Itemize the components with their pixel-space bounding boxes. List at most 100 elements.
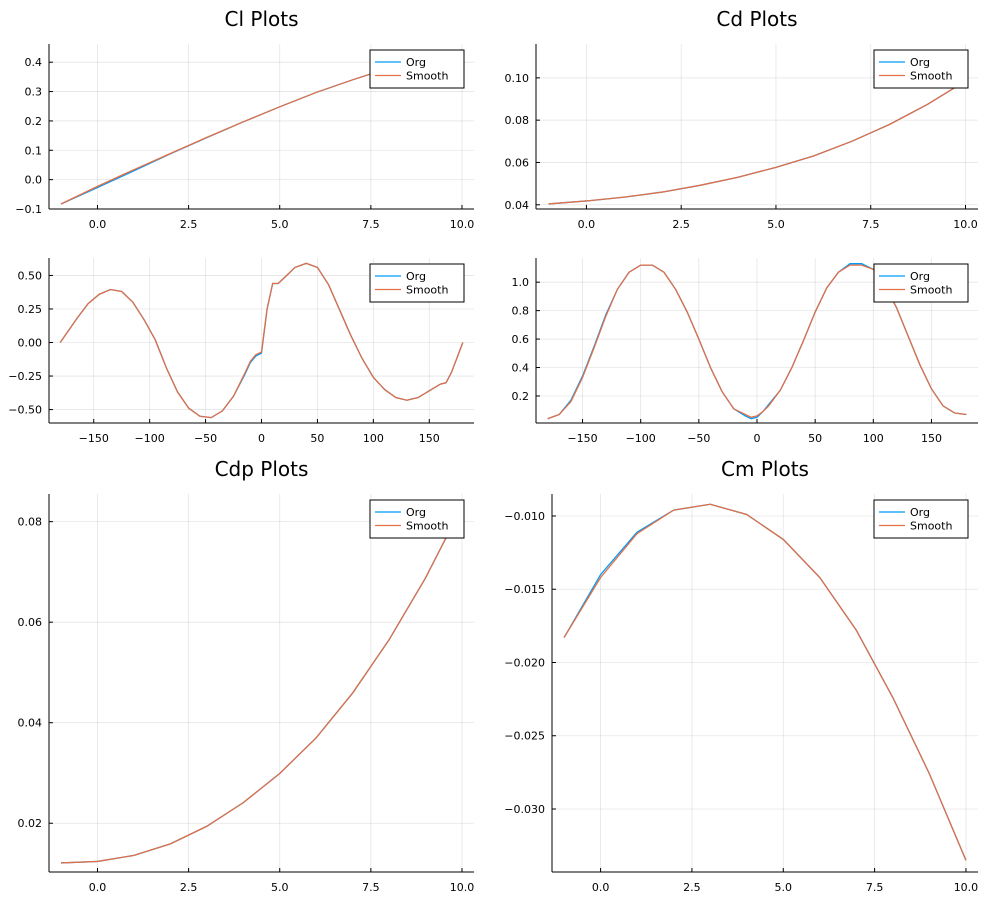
x-tick-label: 7.5 — [866, 881, 884, 894]
x-tick-label: 100 — [863, 432, 884, 445]
x-tick-label: 5.0 — [775, 881, 793, 894]
series-line-smooth — [563, 503, 967, 861]
y-tick-label: 0.4 — [512, 362, 530, 375]
series-line-smooth — [548, 80, 966, 205]
x-tick-label: 10.0 — [450, 218, 475, 231]
x-tick-label: 5.0 — [271, 218, 289, 231]
y-tick-label: 1.0 — [512, 276, 530, 289]
legend-label-org: Org — [910, 56, 930, 69]
series-line-smooth — [61, 506, 463, 864]
legend-label-org: Org — [406, 506, 426, 519]
x-tick-label: 100 — [363, 432, 384, 445]
y-tick-label: 0.08 — [505, 114, 530, 127]
x-tick-label: 0.0 — [89, 218, 107, 231]
x-tick-label: 2.5 — [672, 218, 690, 231]
x-tick-label: 7.5 — [362, 881, 380, 894]
y-tick-label: 0.50 — [18, 269, 43, 282]
series-line-org — [548, 80, 966, 205]
y-tick-label: −0.25 — [8, 370, 42, 383]
y-tick-label: 0.06 — [18, 616, 43, 629]
chart-panel-4: −150 −100 −50 0 50 100 150 0.2 0.4 0.6 0.8 1.0 OrgSm… — [512, 258, 978, 445]
chart-panel-1: Cl Plots 0.0 2.5 5.0 7.5 10.0 −0.1 0.0 0.1 0.2 0.3… — [15, 7, 474, 231]
y-tick-label: −0.025 — [504, 730, 545, 743]
y-tick-label: 0.3 — [25, 86, 43, 99]
chart-title: Cd Plots — [716, 7, 797, 31]
x-tick-label: 0.0 — [592, 881, 610, 894]
x-tick-label: 150 — [921, 432, 942, 445]
y-tick-label: −0.020 — [504, 656, 545, 669]
legend-box — [873, 499, 969, 539]
legend-box — [369, 49, 465, 89]
x-tick-label: 0 — [754, 432, 761, 445]
y-tick-label: 0.4 — [25, 56, 43, 69]
y-tick-label: 0.1 — [25, 144, 43, 157]
y-tick-label: 0.2 — [512, 390, 530, 403]
x-tick-label: 0 — [258, 432, 265, 445]
y-tick-label: 0.04 — [505, 199, 530, 212]
y-tick-label: 0.04 — [18, 717, 43, 730]
x-tick-label: 2.5 — [683, 881, 701, 894]
legend-box — [369, 499, 465, 539]
legend-label-smooth: Smooth — [910, 70, 952, 83]
legend-box — [873, 263, 969, 303]
x-tick-label: −50 — [194, 432, 217, 445]
x-tick-label: 10.0 — [953, 218, 978, 231]
y-tick-label: 0.10 — [505, 72, 530, 85]
x-tick-label: 50 — [808, 432, 822, 445]
y-tick-label: 0.6 — [512, 333, 530, 346]
chart-title: Cm Plots — [721, 457, 809, 481]
x-tick-label: −150 — [79, 432, 109, 445]
legend-label-smooth: Smooth — [910, 284, 952, 297]
legend-label-smooth: Smooth — [406, 284, 448, 297]
y-tick-label: −0.1 — [15, 203, 42, 216]
chart-panel-6: Cm Plots 0.0 2.5 5.0 7.5 10.0 −0.010 −0.015 −0.0… — [504, 457, 978, 894]
series-line-org — [61, 506, 463, 864]
y-tick-label: 0.0 — [25, 174, 43, 187]
legend-label-smooth: Smooth — [406, 70, 448, 83]
x-tick-label: 0.0 — [578, 218, 596, 231]
x-tick-label: 7.5 — [362, 218, 380, 231]
x-tick-label: 10.0 — [450, 881, 475, 894]
series-line-org — [563, 503, 967, 861]
x-tick-label: 5.0 — [767, 218, 785, 231]
chart-title: Cl Plots — [225, 7, 299, 31]
series-line-smooth — [59, 262, 464, 419]
y-tick-label: 0.08 — [18, 516, 43, 529]
chart-title: Cdp Plots — [215, 457, 309, 481]
x-tick-label: 150 — [419, 432, 440, 445]
x-tick-label: −100 — [626, 432, 656, 445]
x-tick-label: −50 — [687, 432, 710, 445]
chart-panel-3: −150 −100 −50 0 50 100 150 −0.50 −0.25 0.00 0.25 0.… — [8, 258, 474, 445]
legend-box — [369, 263, 465, 303]
chart-panel-2: Cd Plots 0.0 2.5 5.0 7.5 10.0 0.04 0.06 0.08 0.10… — [505, 7, 978, 231]
legend-label-smooth: Smooth — [910, 520, 952, 533]
legend-label-org: Org — [406, 270, 426, 283]
x-tick-label: 0.0 — [89, 881, 107, 894]
legend-label-org: Org — [910, 506, 930, 519]
y-tick-label: −0.010 — [504, 510, 545, 523]
x-tick-label: −150 — [567, 432, 597, 445]
legend-label-org: Org — [406, 56, 426, 69]
y-tick-label: 0.06 — [505, 156, 530, 169]
x-tick-label: 50 — [310, 432, 324, 445]
y-tick-label: 0.25 — [18, 303, 43, 316]
legend-label-org: Org — [910, 270, 930, 283]
y-tick-label: 0.2 — [25, 115, 43, 128]
x-tick-label: 7.5 — [862, 218, 880, 231]
y-tick-label: 0.8 — [512, 305, 530, 318]
y-tick-label: 0.00 — [18, 337, 43, 350]
x-tick-label: 2.5 — [180, 881, 198, 894]
y-tick-label: −0.030 — [504, 803, 545, 816]
legend-label-smooth: Smooth — [406, 520, 448, 533]
chart-panel-5: Cdp Plots 0.0 2.5 5.0 7.5 10.0 0.02 0.04 0.06 0.0… — [18, 457, 475, 894]
y-tick-label: −0.50 — [8, 404, 42, 417]
x-tick-label: −100 — [135, 432, 165, 445]
y-tick-label: 0.02 — [18, 817, 43, 830]
